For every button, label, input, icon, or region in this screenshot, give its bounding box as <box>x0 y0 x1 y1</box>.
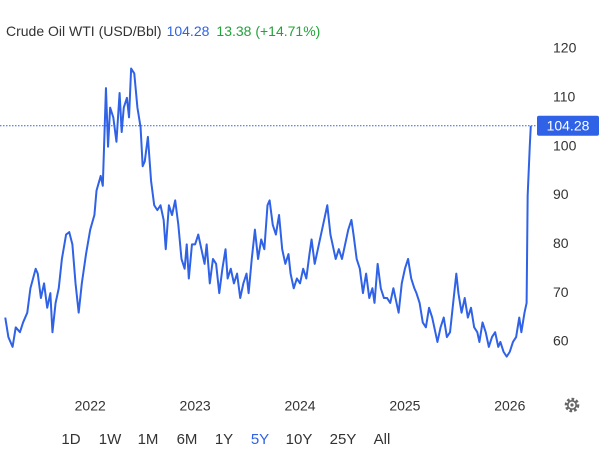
last-price-label: 104.28 <box>547 117 590 133</box>
range-button[interactable]: 25Y <box>330 431 357 448</box>
y-tick-label: 120 <box>553 40 577 56</box>
y-tick-label: 80 <box>553 235 569 251</box>
title-change: 13.38 (+14.71%) <box>216 23 320 39</box>
y-tick-label: 70 <box>553 284 569 300</box>
y-tick-label: 100 <box>553 137 577 153</box>
range-button[interactable]: 1Y <box>215 431 233 448</box>
x-tick-label: 2024 <box>284 398 315 414</box>
settings-icon[interactable] <box>564 397 580 413</box>
range-button[interactable]: 1M <box>138 431 159 448</box>
gear-ring <box>567 400 577 410</box>
range-button[interactable]: 1W <box>99 431 122 448</box>
price-line <box>4 67 532 358</box>
range-button[interactable]: 10Y <box>286 431 313 448</box>
range-button[interactable]: 5Y <box>251 431 269 448</box>
title-price: 104.28 <box>167 23 210 39</box>
x-tick-label: 2023 <box>180 398 211 414</box>
gear-teeth <box>564 397 580 413</box>
last-price-box <box>537 115 599 136</box>
gear-hub <box>570 403 574 407</box>
x-tick-label: 2026 <box>494 398 525 414</box>
x-tick-label: 2022 <box>75 398 106 414</box>
range-button[interactable]: 1D <box>61 431 80 448</box>
range-button[interactable]: 6M <box>177 431 198 448</box>
x-tick-label: 2025 <box>389 398 420 414</box>
chart-title: Crude Oil WTI (USD/Bbl) 104.28 13.38 (+14.… <box>6 23 320 39</box>
range-button[interactable]: All <box>374 431 391 448</box>
y-tick-label: 110 <box>553 89 576 105</box>
title-text: Crude Oil WTI (USD/Bbl) <box>6 23 162 39</box>
y-tick-label: 60 <box>553 333 569 349</box>
y-tick-label: 90 <box>553 186 569 202</box>
